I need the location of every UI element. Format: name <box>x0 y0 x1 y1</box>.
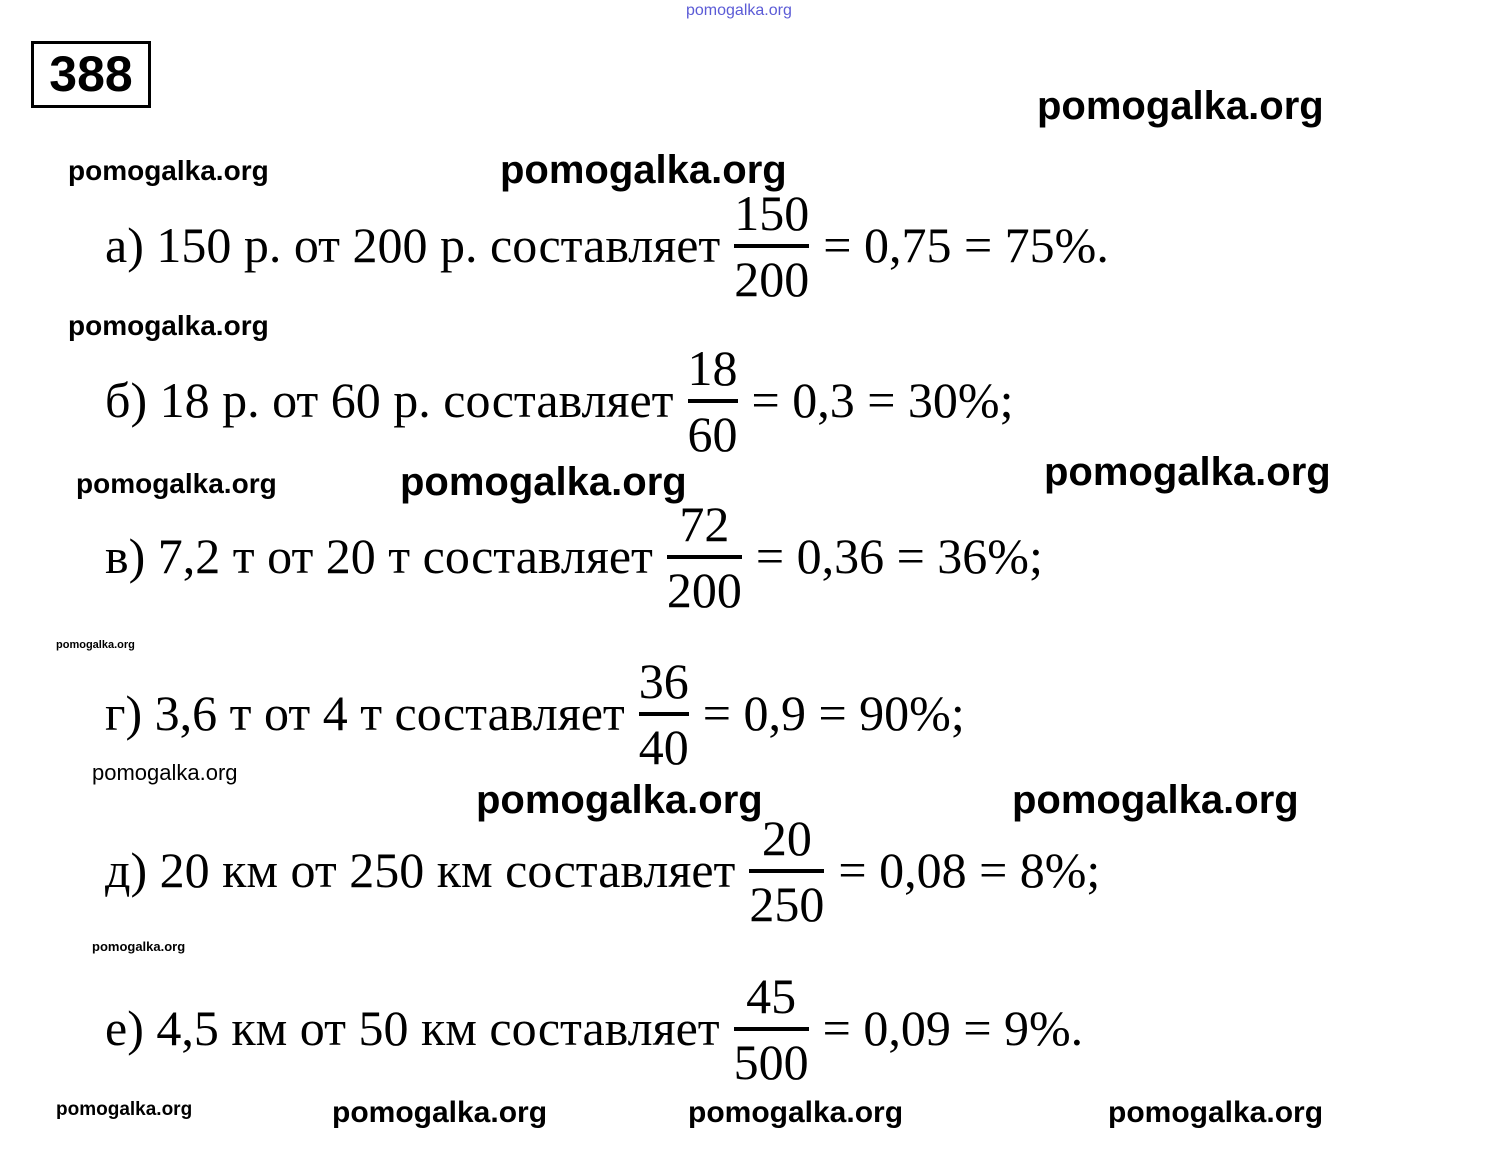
watermark: pomogalka.org <box>1037 84 1324 128</box>
denominator: 500 <box>733 1034 809 1090</box>
denominator: 60 <box>687 406 738 462</box>
row-text: б) 18 р. от 60 р. составляет <box>105 372 674 429</box>
watermark: pomogalka.org <box>92 939 186 954</box>
row-result: = 0,3 = 30%; <box>751 372 1014 429</box>
watermark: pomogalka.org <box>332 1096 548 1129</box>
numerator: 45 <box>746 968 797 1024</box>
row-result: = 0,09 = 9%. <box>822 1000 1084 1057</box>
denominator: 200 <box>734 251 810 307</box>
solution-row-g: г) 3,6 т от 4 т составляет 36 40 = 0,9 = … <box>105 656 965 772</box>
watermark: pomogalka.org <box>1012 778 1299 822</box>
fraction-bar <box>638 712 689 716</box>
row-text: а) 150 р. от 200 р. составляет <box>105 217 721 274</box>
solution-row-b: б) 18 р. от 60 р. составляет 18 60 = 0,3 … <box>105 343 1013 459</box>
fraction: 150 200 <box>734 185 810 307</box>
row-result: = 0,9 = 90%; <box>702 685 965 742</box>
row-text: в) 7,2 т от 20 т составляет <box>105 528 653 585</box>
fraction-bar <box>666 555 742 559</box>
row-result: = 0,36 = 36%; <box>755 528 1043 585</box>
fraction-bar <box>687 399 738 403</box>
solution-row-a: а) 150 р. от 200 р. составляет 150 200 = … <box>105 188 1109 304</box>
watermark: pomogalka.org <box>56 1099 193 1120</box>
row-text: г) 3,6 т от 4 т составляет <box>105 685 625 742</box>
denominator: 250 <box>749 876 825 932</box>
denominator: 200 <box>666 562 742 618</box>
watermark: pomogalka.org <box>686 2 792 19</box>
problem-number: 388 <box>31 41 151 108</box>
row-text: е) 4,5 км от 50 км составляет <box>105 1000 720 1057</box>
watermark: pomogalka.org <box>500 148 787 192</box>
row-result: = 0,75 = 75%. <box>823 217 1109 274</box>
fraction: 18 60 <box>687 340 738 462</box>
fraction: 20 250 <box>749 810 825 932</box>
fraction-bar <box>749 869 825 873</box>
numerator: 18 <box>687 340 738 396</box>
fraction: 72 200 <box>666 496 742 618</box>
watermark: pomogalka.org <box>68 155 269 186</box>
watermark: pomogalka.org <box>1044 450 1331 494</box>
watermark: pomogalka.org <box>476 778 763 822</box>
row-text: д) 20 км от 250 км составляет <box>105 842 736 899</box>
solution-row-e: е) 4,5 км от 50 км составляет 45 500 = 0,… <box>105 971 1083 1087</box>
watermark: pomogalka.org <box>56 639 135 651</box>
numerator: 72 <box>679 496 730 552</box>
watermark: pomogalka.org <box>76 468 277 499</box>
fraction-bar <box>734 244 810 248</box>
row-result: = 0,08 = 8%; <box>838 842 1101 899</box>
numerator: 150 <box>734 185 810 241</box>
solution-row-v: в) 7,2 т от 20 т составляет 72 200 = 0,36… <box>105 499 1043 615</box>
numerator: 20 <box>761 810 812 866</box>
solution-row-d: д) 20 км от 250 км составляет 20 250 = 0,… <box>105 813 1100 929</box>
denominator: 40 <box>638 719 689 775</box>
fraction: 36 40 <box>638 653 689 775</box>
watermark: pomogalka.org <box>92 760 238 785</box>
fraction: 45 500 <box>733 968 809 1090</box>
watermark: pomogalka.org <box>68 310 269 341</box>
numerator: 36 <box>638 653 689 709</box>
watermark: pomogalka.org <box>1108 1096 1324 1129</box>
fraction-bar <box>733 1027 809 1031</box>
watermark: pomogalka.org <box>688 1096 904 1129</box>
watermark: pomogalka.org <box>400 460 687 504</box>
